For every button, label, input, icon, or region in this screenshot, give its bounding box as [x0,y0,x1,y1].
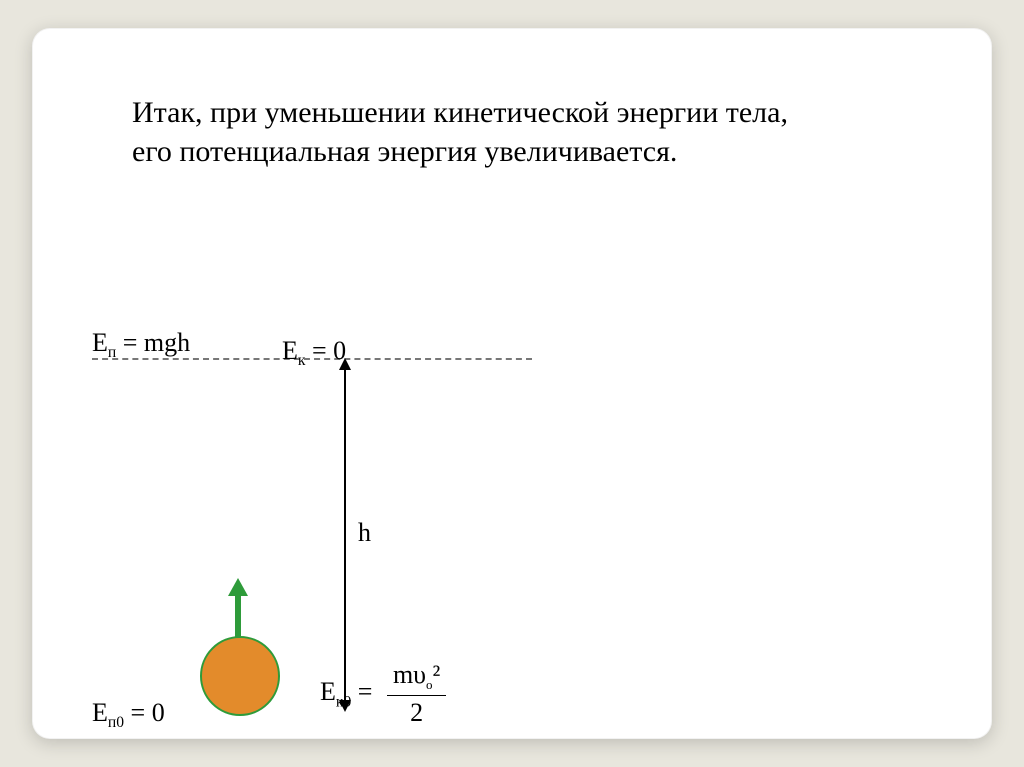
subscript-p: п [108,344,116,361]
arrow-up-shaft [235,594,241,638]
formula-ep0: Eп0 = 0 [92,698,165,732]
energy-diagram: Eп = mgh Eк = 0 h Eк0 = mυо² [92,328,592,728]
sym-m: m [393,660,413,689]
arrow-shaft [344,366,346,706]
subscript-k0: к0 [336,693,351,710]
slide-card: Итак, при уменьшении кинетической энерги… [32,28,992,739]
sym-sq: ² [433,660,441,689]
equals-zero: = 0 [124,698,165,727]
denominator: 2 [387,696,446,728]
formula-ep-top: Eп = mgh [92,328,190,362]
fraction-mv2-over-2: mυо² 2 [387,660,446,728]
formula-ek-top: Eк = 0 [282,336,346,370]
symbol-E: E [92,328,108,357]
symbol-E: E [320,677,336,706]
ball-body [200,636,280,716]
equals: = [351,677,379,706]
formula-ek0: Eк0 = mυо² 2 [320,660,446,728]
equals-mgh: = mgh [116,328,190,357]
label-h: h [358,518,371,548]
symbol-E: E [282,336,298,365]
sym-v: υ [413,660,426,689]
main-statement: Итак, при уменьшении кинетической энерги… [132,93,832,171]
subscript-p0: п0 [108,714,124,731]
symbol-E: E [92,698,108,727]
numerator: mυо² [387,660,446,696]
